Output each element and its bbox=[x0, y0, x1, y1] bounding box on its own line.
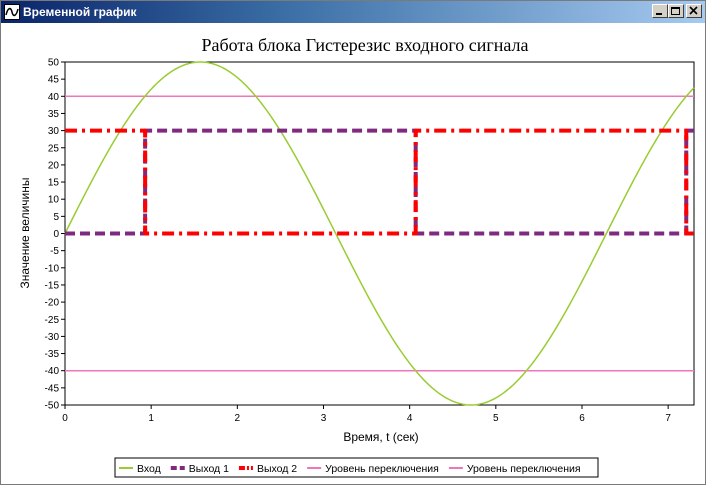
minimize-icon bbox=[656, 13, 662, 15]
series-line-1 bbox=[65, 128, 694, 236]
x-tick-label: 4 bbox=[407, 413, 413, 424]
y-tick-label: -5 bbox=[50, 246, 59, 257]
y-tick-label: -20 bbox=[45, 298, 60, 309]
chart: Работа блока Гистерезис входного сигнала… bbox=[18, 35, 695, 478]
title-bar[interactable]: Временной график bbox=[1, 1, 705, 23]
y-tick-label: -10 bbox=[45, 263, 60, 274]
x-tick-label: 3 bbox=[321, 413, 327, 424]
close-icon bbox=[689, 6, 698, 15]
y-tick-label: 45 bbox=[48, 75, 60, 86]
y-tick-label: 0 bbox=[53, 229, 59, 240]
x-tick-label: 6 bbox=[579, 413, 585, 424]
y-tick-label: 10 bbox=[48, 195, 60, 206]
legend: Вход Выход 1 Выход 2 Уровень переключения Ур… bbox=[114, 457, 599, 478]
y-tick-label: 5 bbox=[53, 212, 59, 223]
y-tick-label: 35 bbox=[48, 109, 60, 120]
y-tick-label: -25 bbox=[45, 315, 60, 326]
legend-box bbox=[114, 457, 599, 478]
legend-entry-label: Уровень переключения bbox=[467, 463, 581, 475]
legend-entry-label: Уровень переключения bbox=[325, 463, 439, 475]
legend-entry-label: Вход bbox=[137, 463, 161, 475]
y-tick-label: -45 bbox=[45, 383, 60, 394]
maximize-icon bbox=[671, 7, 680, 15]
y-tick-label: -30 bbox=[45, 332, 60, 343]
x-tick-label: 7 bbox=[665, 413, 671, 424]
x-axis: 0 1 2 3 4 5 6 7 bbox=[62, 405, 671, 424]
x-axis-label: Время, t (сек) bbox=[343, 430, 418, 444]
legend-entry-label: Выход 2 bbox=[257, 463, 297, 475]
minimize-button[interactable] bbox=[652, 4, 668, 18]
y-tick-label: 50 bbox=[48, 58, 60, 69]
series-layer bbox=[64, 61, 695, 406]
x-tick-label: 2 bbox=[235, 413, 241, 424]
y-tick-label: 30 bbox=[48, 126, 60, 137]
y-tick-label: -50 bbox=[45, 401, 60, 412]
series-line-0 bbox=[64, 61, 695, 406]
x-tick-label: 5 bbox=[493, 413, 499, 424]
window-title: Временной график bbox=[23, 5, 137, 19]
y-tick-label: -15 bbox=[45, 280, 60, 291]
series-line-2 bbox=[65, 128, 694, 236]
y-axis-label: Значение величины bbox=[18, 178, 32, 289]
y-tick-label: 15 bbox=[48, 178, 60, 189]
x-tick-label: 1 bbox=[148, 413, 154, 424]
y-axis: 50454035302520151050-5-10-15-20-25-30-35… bbox=[45, 58, 65, 412]
y-tick-label: 20 bbox=[48, 160, 60, 171]
y-tick-label: -40 bbox=[45, 366, 60, 377]
y-tick-label: 40 bbox=[48, 92, 60, 103]
legend-entry-label: Выход 1 bbox=[189, 463, 229, 475]
chart-title: Работа блока Гистерезис входного сигнала bbox=[201, 35, 528, 55]
y-tick-label: 25 bbox=[48, 143, 60, 154]
maximize-button[interactable] bbox=[668, 4, 684, 18]
x-tick-label: 0 bbox=[62, 413, 68, 424]
y-tick-label: -35 bbox=[45, 349, 60, 360]
chart-app-icon bbox=[4, 4, 20, 20]
close-button[interactable] bbox=[686, 4, 702, 18]
